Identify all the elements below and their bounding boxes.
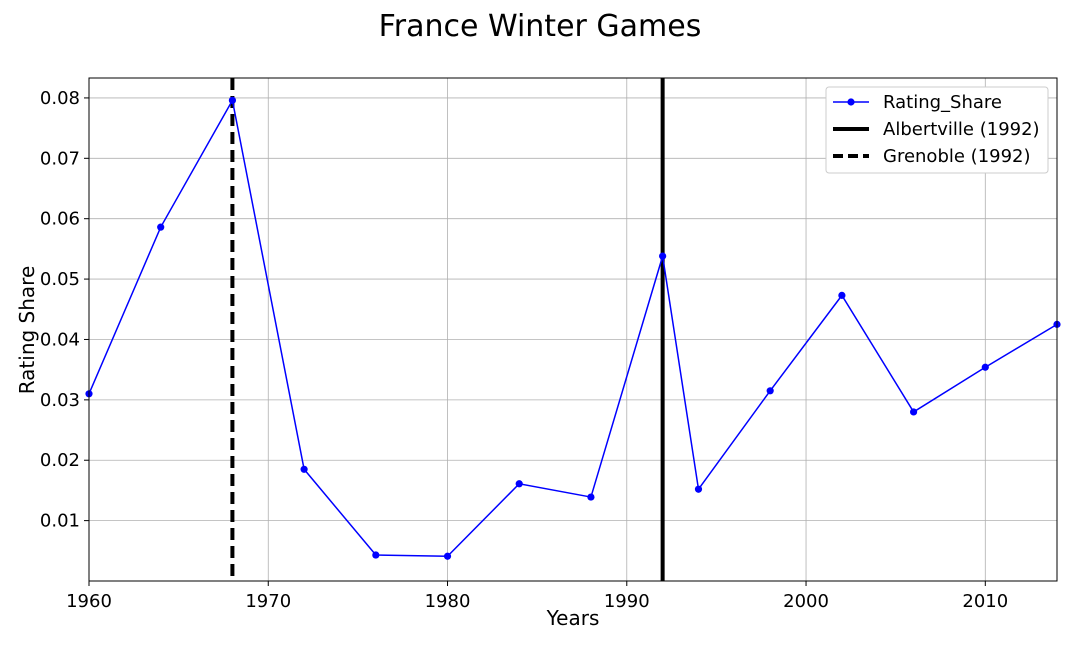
x-axis-ticks: 1960 1970 1980 1990 2000 2010 [66,581,1008,612]
data-point [443,552,452,560]
legend: Rating_Share Albertville (1992) Grenoble (… [825,86,1049,174]
x-tick-label: 1970 [245,591,291,612]
y-tick-label: 0.02 [40,450,80,471]
legend-label: Grenoble (1992) [883,146,1031,167]
x-tick-label: 2000 [783,591,829,612]
reference-lines [230,78,665,581]
data-point [909,408,918,416]
data-point [372,551,380,559]
data-point [157,223,165,231]
y-tick-label: 0.08 [40,88,80,109]
series-layer [85,96,1061,560]
y-tick-label: 0.06 [40,209,80,230]
y-tick-label: 0.05 [40,269,80,290]
legend-label: Rating_Share [883,92,1002,113]
data-point [300,465,308,473]
plot-frame [88,77,1058,582]
data-point [981,363,989,371]
y-tick-label: 0.04 [40,329,80,350]
y-tick-label: 0.07 [40,148,80,169]
chart-title: France Winter Games [379,9,702,44]
data-point [766,387,774,395]
y-axis-label: Rating Share [15,266,39,395]
y-tick-label: 0.03 [40,390,80,411]
data-point [228,96,237,104]
legend-label: Albertville (1992) [883,119,1040,140]
x-tick-label: 2010 [962,591,1008,612]
data-point [515,480,523,488]
legend-box [825,86,1049,174]
x-axis-label: Years [546,606,600,630]
y-tick-label: 0.01 [40,511,80,532]
x-tick-label: 1980 [425,591,471,612]
x-tick-label: 1990 [604,591,650,612]
data-point [659,252,667,260]
data-point [587,493,595,501]
data-point [838,291,846,299]
x-tick-label: 1960 [66,591,112,612]
y-axis-ticks: 0.01 0.02 0.03 0.04 0.05 0.06 0.07 0.08 [40,88,89,532]
legend-point-marker [847,98,855,106]
data-point [694,485,703,493]
